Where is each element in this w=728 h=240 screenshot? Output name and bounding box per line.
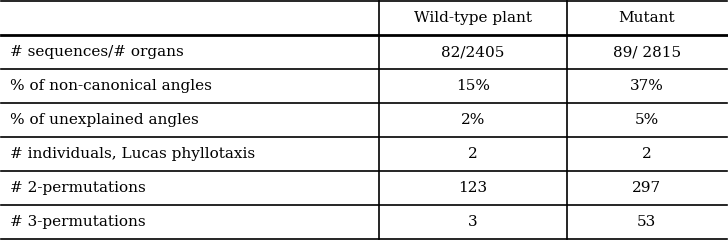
Text: 5%: 5% xyxy=(635,113,659,127)
Text: # 2-permutations: # 2-permutations xyxy=(10,181,146,195)
Text: 2%: 2% xyxy=(461,113,485,127)
Text: 2: 2 xyxy=(468,147,478,161)
Text: # individuals, Lucas phyllotaxis: # individuals, Lucas phyllotaxis xyxy=(10,147,256,161)
Text: 37%: 37% xyxy=(630,79,664,93)
Text: 297: 297 xyxy=(633,181,662,195)
Text: # 3-permutations: # 3-permutations xyxy=(10,215,146,229)
Text: 82/2405: 82/2405 xyxy=(441,45,505,59)
Text: 2: 2 xyxy=(642,147,652,161)
Text: Wild-type plant: Wild-type plant xyxy=(414,11,531,25)
Text: 123: 123 xyxy=(458,181,487,195)
Text: % of non-canonical angles: % of non-canonical angles xyxy=(10,79,212,93)
Text: % of unexplained angles: % of unexplained angles xyxy=(10,113,199,127)
Text: Mutant: Mutant xyxy=(619,11,675,25)
Text: 53: 53 xyxy=(637,215,657,229)
Text: 3: 3 xyxy=(468,215,478,229)
Text: 15%: 15% xyxy=(456,79,490,93)
Text: # sequences/# organs: # sequences/# organs xyxy=(10,45,184,59)
Text: 89/ 2815: 89/ 2815 xyxy=(613,45,681,59)
